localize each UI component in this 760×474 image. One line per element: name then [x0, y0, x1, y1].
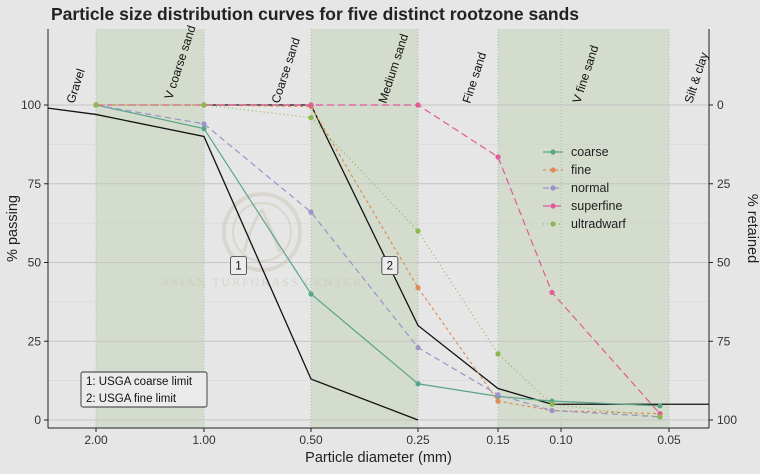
- note-line-2: 2: USGA fine limit: [86, 393, 177, 405]
- data-point-ultradwarf: [549, 401, 555, 407]
- limit-notes: 1: USGA coarse limit 2: USGA fine limit: [80, 371, 208, 408]
- data-point-coarse: [201, 126, 207, 132]
- note-line-1: 1: USGA coarse limit: [86, 376, 193, 388]
- band-label-4: Fine sand: [460, 50, 490, 104]
- limit-marker-box: [381, 256, 399, 276]
- y2-tick-label: 0: [717, 98, 724, 112]
- legend-marker-normal: [550, 185, 556, 191]
- data-point-superfine: [308, 102, 314, 108]
- series-ultradwarf: [93, 102, 663, 420]
- x-tick-label: 0.10: [549, 433, 573, 447]
- limit-marker-label: 2: [387, 261, 393, 273]
- legend: coarse fine normal superfine ultradwarf: [543, 145, 626, 231]
- legend-marker-fine: [550, 167, 556, 173]
- band-shaded: [498, 29, 669, 428]
- legend-label-ultradwarf: ultradwarf: [571, 217, 626, 231]
- data-point-coarse: [415, 381, 421, 387]
- y-tick-label: 100: [21, 98, 41, 112]
- usga-limit-line-2: [204, 104, 709, 405]
- usga-limit-line-1: [47, 107, 419, 421]
- data-point-ultradwarf: [308, 115, 314, 121]
- y-tick-label: 0: [34, 413, 41, 427]
- legend-marker-ultradwarf: [550, 221, 556, 227]
- band-shaded: [96, 29, 204, 428]
- data-point-ultradwarf: [201, 102, 207, 108]
- y-axis-title: % passing: [5, 195, 21, 262]
- legend-marker-superfine: [550, 203, 556, 209]
- band-shaded: [311, 29, 418, 428]
- y-tick-label: 25: [28, 334, 42, 348]
- data-point-superfine: [549, 289, 555, 296]
- y-tick-label: 75: [28, 177, 42, 191]
- chart-title: Particle size distribution curves for fi…: [51, 4, 579, 24]
- limit-marker-box: [230, 256, 247, 276]
- x-tick-label: 0.15: [486, 433, 510, 447]
- data-point-fine: [415, 285, 421, 291]
- data-point-normal: [549, 407, 555, 414]
- watermark-text: ASIAN TURFGRASS CENTER: [161, 275, 363, 289]
- legend-label-superfine: superfine: [571, 199, 622, 213]
- y2-tick-label: 75: [717, 334, 731, 348]
- legend-marker-coarse: [550, 149, 556, 155]
- data-point-ultradwarf: [495, 351, 501, 357]
- data-point-normal: [308, 209, 314, 215]
- data-point-coarse: [657, 403, 663, 409]
- data-point-ultradwarf: [415, 228, 421, 234]
- axes: 0 25 50 75 100 0 25 50 75 100 2.00 1.00 0.50 0.25 0.15…: [5, 29, 760, 466]
- size-class-bands: [95, 29, 670, 428]
- band-label-2: Coarse sand: [269, 36, 303, 105]
- data-point-superfine: [495, 154, 501, 160]
- data-point-coarse: [308, 291, 314, 297]
- legend-label-normal: normal: [571, 181, 609, 195]
- x-tick-label: 1.00: [192, 433, 216, 447]
- x-tick-label: 0.05: [657, 433, 681, 447]
- data-point-superfine: [415, 102, 421, 108]
- y-tick-label: 50: [28, 256, 42, 270]
- x-tick-label: 2.00: [84, 433, 108, 447]
- limit-marker-label: 1: [235, 261, 241, 273]
- data-point-fine: [495, 398, 501, 404]
- x-tick-label: 0.50: [299, 433, 323, 447]
- x-tick-label: 0.25: [406, 433, 430, 447]
- legend-label-coarse: coarse: [571, 145, 609, 159]
- y2-tick-label: 25: [717, 177, 731, 191]
- data-point-ultradwarf: [93, 102, 99, 108]
- band-label-0: Gravel: [64, 67, 88, 105]
- notes-box: [80, 371, 208, 408]
- y2-tick-label: 50: [717, 256, 731, 270]
- data-point-normal: [495, 392, 501, 398]
- band-label-6: Silt & clay: [682, 50, 712, 104]
- series-lines: [93, 102, 663, 420]
- x-axis-title: Particle diameter (mm): [305, 450, 452, 466]
- y2-tick-label: 100: [717, 413, 737, 427]
- watermark-logo: ASIAN TURFGRASS CENTER: [161, 192, 363, 289]
- data-point-normal: [201, 121, 207, 127]
- y2-axis-title: % retained: [744, 194, 760, 263]
- legend-label-fine: fine: [571, 163, 591, 177]
- data-point-ultradwarf: [657, 414, 663, 420]
- data-point-normal: [415, 344, 421, 351]
